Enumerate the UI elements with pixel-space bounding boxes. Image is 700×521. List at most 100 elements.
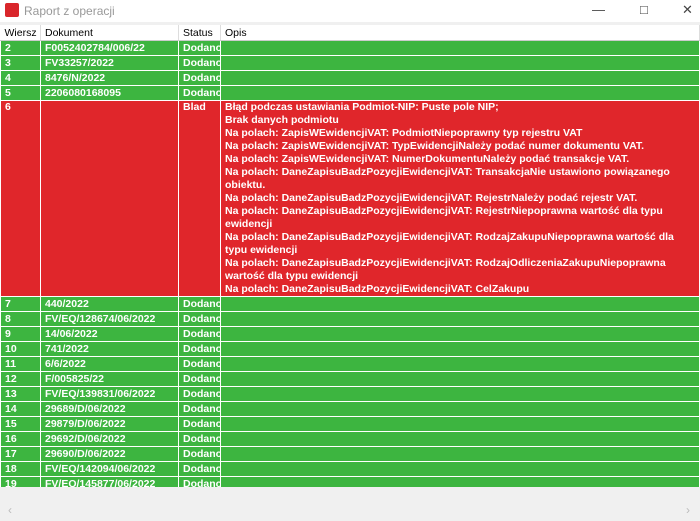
header-row: Wiersz Dokument Status Opis xyxy=(0,25,700,41)
description xyxy=(220,326,700,342)
maximize-button[interactable]: □ xyxy=(640,2,648,17)
close-button[interactable]: ✕ xyxy=(682,2,693,17)
message-line: Na polach: ZapisWEwidencjiVAT: NumerDoku… xyxy=(225,153,630,165)
message-line: Na polach: DaneZapisuBadzPozycjiEwidencj… xyxy=(225,283,530,295)
document: 29690/D/06/2022 xyxy=(40,446,179,462)
row-number: 15 xyxy=(0,416,41,432)
document: 2206080168095 xyxy=(40,85,179,101)
document: FV33257/2022 xyxy=(40,55,179,71)
description: Błąd podczas ustawiania Podmiot-NIP: Pus… xyxy=(220,100,700,297)
row-number: 11 xyxy=(0,356,41,372)
table-row[interactable]: 8 FV/EQ/128674/06/2022 Dodano xyxy=(0,311,700,327)
table-row[interactable]: 13 FV/EQ/139831/06/2022 Dodano xyxy=(0,386,700,402)
status: Dodano xyxy=(178,341,221,357)
row-number: 14 xyxy=(0,401,41,417)
document: 741/2022 xyxy=(40,341,179,357)
document: 29689/D/06/2022 xyxy=(40,401,179,417)
status: Dodano xyxy=(178,296,221,312)
message-line: Na polach: DaneZapisuBadzPozycjiEwidencj… xyxy=(225,257,666,282)
status: Dodano xyxy=(178,401,221,417)
document: 29692/D/06/2022 xyxy=(40,431,179,447)
table-row[interactable]: 15 29879/D/06/2022 Dodano xyxy=(0,416,700,432)
row-number: 13 xyxy=(0,386,41,402)
message-line: Na polach: DaneZapisuBadzPozycjiEwidencj… xyxy=(225,231,674,256)
description xyxy=(220,371,700,387)
table-row[interactable]: 10 741/2022 Dodano xyxy=(0,341,700,357)
scroll-left[interactable]: ‹ xyxy=(8,503,12,517)
column-header[interactable]: Status xyxy=(178,25,221,41)
table-row[interactable]: 14 29689/D/06/2022 Dodano xyxy=(0,401,700,417)
status: Dodano xyxy=(178,40,221,56)
status: Dodano xyxy=(178,476,221,487)
message-line: Na polach: ZapisWEwidencjiVAT: PodmiotNi… xyxy=(225,127,583,139)
status: Dodano xyxy=(178,356,221,372)
row-number: 18 xyxy=(0,461,41,477)
status: Dodano xyxy=(178,326,221,342)
document: FV/EQ/128674/06/2022 xyxy=(40,311,179,327)
row-number: 7 xyxy=(0,296,41,312)
table-row[interactable]: 11 6/6/2022 Dodano xyxy=(0,356,700,372)
table-row[interactable]: 7 440/2022 Dodano xyxy=(0,296,700,312)
row-number: 16 xyxy=(0,431,41,447)
description xyxy=(220,461,700,477)
message-line: Na polach: ZapisWEwidencjiVAT: TypEwiden… xyxy=(225,140,645,152)
row-number: 3 xyxy=(0,55,41,71)
description xyxy=(220,386,700,402)
table-row[interactable]: 4 8476/N/2022 Dodano xyxy=(0,70,700,86)
document: 6/6/2022 xyxy=(40,356,179,372)
table-row[interactable]: 6 Blad Błąd podczas ustawiania Podmiot-NIP… xyxy=(0,100,700,297)
minimize-button[interactable]: — xyxy=(592,2,605,17)
row-number: 12 xyxy=(0,371,41,387)
status: Dodano xyxy=(178,446,221,462)
document: FV/EQ/139831/06/2022 xyxy=(40,386,179,402)
table-row[interactable]: 9 14/06/2022 Dodano xyxy=(0,326,700,342)
row-number: 10 xyxy=(0,341,41,357)
app-icon xyxy=(5,3,19,17)
description xyxy=(220,55,700,71)
description xyxy=(220,446,700,462)
document: FV/EQ/142094/06/2022 xyxy=(40,461,179,477)
status: Dodano xyxy=(178,311,221,327)
scroll-right[interactable]: › xyxy=(686,503,690,517)
table-row[interactable]: 17 29690/D/06/2022 Dodano xyxy=(0,446,700,462)
column-header[interactable]: Wiersz xyxy=(0,25,41,41)
table-row[interactable]: 16 29692/D/06/2022 Dodano xyxy=(0,431,700,447)
status: Dodano xyxy=(178,371,221,387)
row-number: 8 xyxy=(0,311,41,327)
status: Dodano xyxy=(178,70,221,86)
column-header[interactable]: Opis xyxy=(220,25,700,41)
document: F/005825/22 xyxy=(40,371,179,387)
description xyxy=(220,431,700,447)
description xyxy=(220,40,700,56)
column-header[interactable]: Dokument xyxy=(40,25,179,41)
report-grid: Wiersz Dokument Status Opis 2 F0052402784/00… xyxy=(0,25,700,487)
document: 440/2022 xyxy=(40,296,179,312)
description xyxy=(220,416,700,432)
message-line: Na polach: DaneZapisuBadzPozycjiEwidencj… xyxy=(225,166,670,191)
description xyxy=(220,401,700,417)
title-bar: Raport z operacji — □ ✕ xyxy=(0,0,700,22)
report-table: Wiersz Dokument Status Opis 2 F0052402784/00… xyxy=(0,25,700,487)
row-number: 6 xyxy=(0,100,41,297)
description xyxy=(220,296,700,312)
table-row[interactable]: 2 F0052402784/006/22 Dodano xyxy=(0,40,700,56)
row-number: 5 xyxy=(0,85,41,101)
table-row[interactable]: 5 2206080168095 Dodano xyxy=(0,85,700,101)
status: Dodano xyxy=(178,416,221,432)
document: FV/EQ/145877/06/2022 xyxy=(40,476,179,487)
status: Dodano xyxy=(178,55,221,71)
document: F0052402784/006/22 xyxy=(40,40,179,56)
row-number: 19 xyxy=(0,476,41,487)
status: Blad xyxy=(178,100,221,297)
table-row[interactable]: 18 FV/EQ/142094/06/2022 Dodano xyxy=(0,461,700,477)
description xyxy=(220,85,700,101)
table-row[interactable]: 12 F/005825/22 Dodano xyxy=(0,371,700,387)
message-line: Na polach: DaneZapisuBadzPozycjiEwidencj… xyxy=(225,205,663,230)
message-line: Błąd podczas ustawiania Podmiot-NIP: Pus… xyxy=(225,101,499,114)
scrollbar[interactable]: ‹ › xyxy=(0,503,700,521)
table-row[interactable]: 3 FV33257/2022 Dodano xyxy=(0,55,700,71)
status: Dodano xyxy=(178,386,221,402)
table-row[interactable]: 19 FV/EQ/145877/06/2022 Dodano xyxy=(0,476,700,487)
document: 14/06/2022 xyxy=(40,326,179,342)
